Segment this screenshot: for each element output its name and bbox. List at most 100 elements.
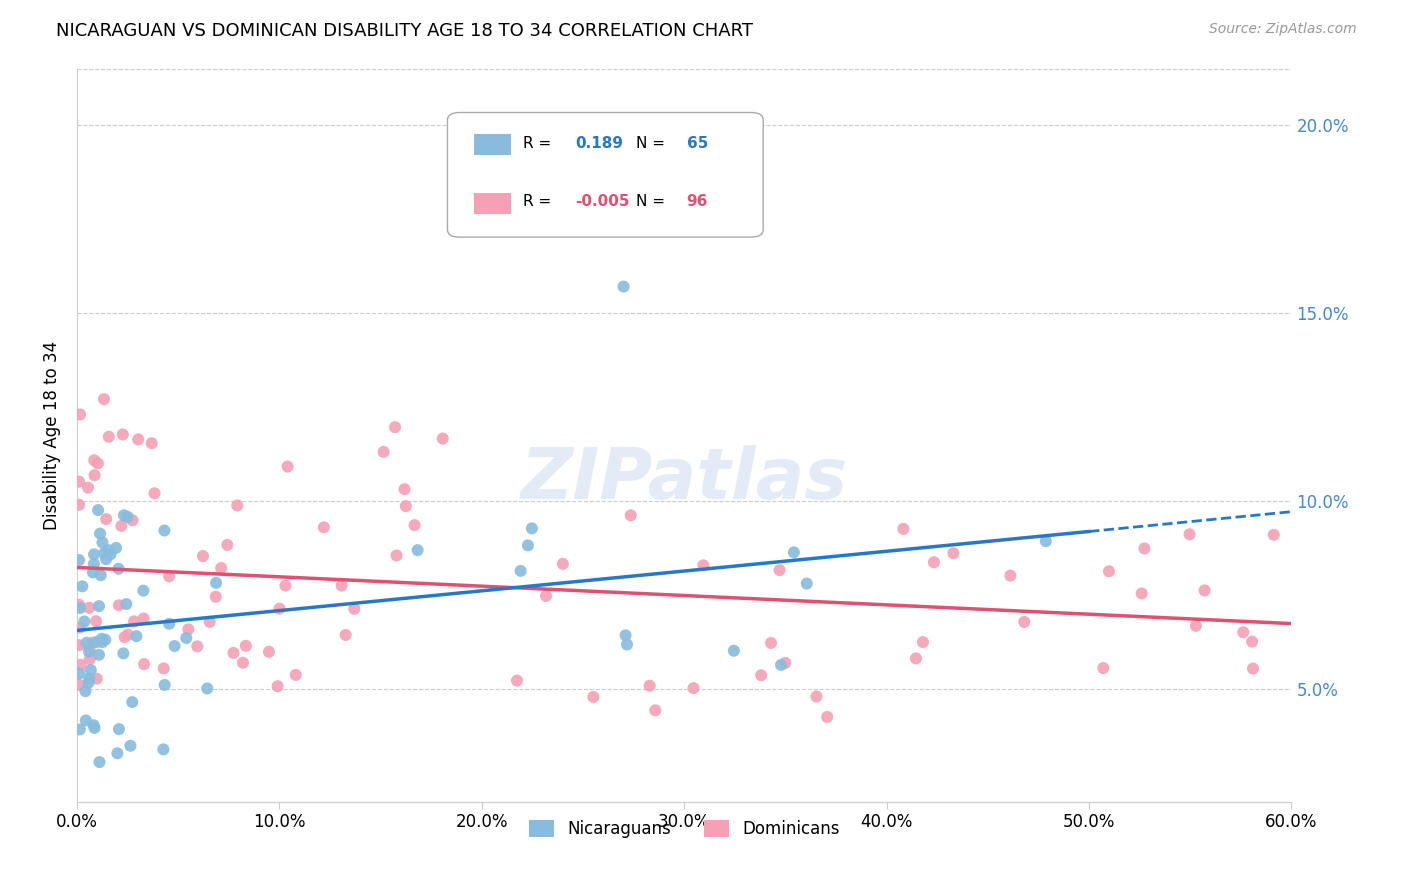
Point [152, 742, 174, 756]
Point [394, 482, 416, 496]
Point [112, 647, 135, 661]
Point [108, 599, 131, 613]
Point [205, 575, 228, 590]
Point [100, 548, 122, 562]
Point [1035, 534, 1057, 549]
Point [157, 569, 180, 583]
Point [69, 621, 91, 635]
Point [83, 453, 105, 467]
Point [904, 651, 927, 665]
Text: 65: 65 [686, 136, 709, 151]
Point [312, 520, 335, 534]
Point [153, 524, 176, 538]
Point [806, 690, 828, 704]
Point [69, 408, 91, 422]
Point [612, 279, 634, 293]
Point [404, 518, 426, 533]
Point [132, 583, 155, 598]
Point [108, 722, 131, 736]
Point [83, 468, 105, 483]
Point [195, 681, 218, 696]
Point [97, 430, 120, 444]
Point [69, 657, 91, 672]
Point [87, 648, 110, 662]
Point [83, 718, 105, 732]
Point [1194, 583, 1216, 598]
Point [614, 628, 637, 642]
Point [75, 714, 97, 728]
Point [105, 541, 128, 555]
Point [1241, 634, 1264, 648]
Point [77, 481, 100, 495]
Point [91, 535, 114, 549]
Point [335, 628, 357, 642]
Point [132, 611, 155, 625]
Point [1133, 541, 1156, 556]
Point [89, 526, 111, 541]
Point [90, 568, 112, 582]
Point [143, 486, 166, 500]
Point [385, 549, 408, 563]
Point [616, 638, 638, 652]
Point [343, 602, 366, 616]
Point [911, 635, 934, 649]
Point [114, 630, 136, 644]
Point [257, 645, 280, 659]
Point [87, 599, 110, 614]
Text: NICARAGUAN VS DOMINICAN DISABILITY AGE 18 TO 34 CORRELATION CHART: NICARAGUAN VS DOMINICAN DISABILITY AGE 1… [56, 22, 754, 40]
Point [93, 546, 115, 560]
Point [67, 553, 90, 567]
Point [86, 672, 108, 686]
Point [217, 538, 239, 552]
Point [121, 695, 143, 709]
Text: N =: N = [636, 194, 669, 210]
Point [83, 557, 105, 571]
Point [222, 646, 245, 660]
Point [84, 614, 107, 628]
Point [191, 549, 214, 563]
Point [141, 436, 163, 450]
Point [516, 538, 538, 552]
Point [125, 629, 148, 643]
Point [204, 590, 226, 604]
Text: R =: R = [523, 136, 555, 151]
Point [94, 552, 117, 566]
Text: 0.189: 0.189 [575, 136, 623, 151]
Point [1241, 662, 1264, 676]
Point [395, 499, 418, 513]
FancyBboxPatch shape [447, 112, 763, 237]
Point [796, 576, 818, 591]
Point [110, 519, 132, 533]
Point [775, 656, 797, 670]
Point [922, 555, 945, 569]
Point [783, 545, 806, 559]
Point [330, 578, 353, 592]
Point [72, 579, 94, 593]
Point [87, 503, 110, 517]
Point [69, 723, 91, 737]
Point [90, 632, 112, 646]
Point [198, 615, 221, 629]
Point [97, 543, 120, 558]
Text: 96: 96 [686, 194, 709, 210]
Point [69, 601, 91, 615]
Point [692, 558, 714, 573]
Point [77, 644, 100, 658]
Text: ZIPatlas: ZIPatlas [520, 444, 848, 514]
Point [186, 640, 208, 654]
Point [86, 635, 108, 649]
Point [80, 663, 103, 677]
Point [815, 710, 838, 724]
Point [69, 666, 91, 681]
Point [67, 678, 90, 692]
Point [1178, 527, 1201, 541]
Point [77, 600, 100, 615]
Point [132, 657, 155, 672]
Point [1098, 564, 1121, 578]
Point [87, 457, 110, 471]
Point [769, 657, 792, 672]
Point [177, 623, 200, 637]
Point [157, 616, 180, 631]
Point [266, 679, 288, 693]
Point [269, 601, 291, 615]
